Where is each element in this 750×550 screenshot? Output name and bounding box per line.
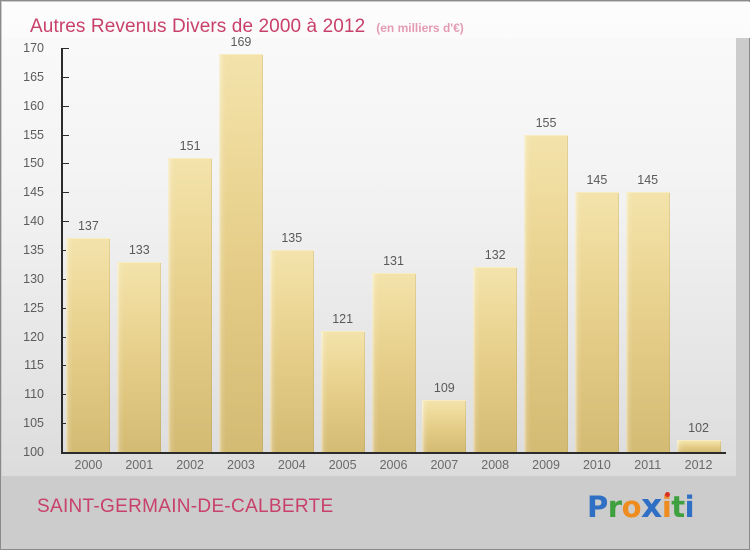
chart-header: Autres Revenus Divers de 2000 à 2012 (en… bbox=[2, 2, 750, 38]
bar-value-label: 145 bbox=[637, 173, 659, 188]
bar[interactable] bbox=[117, 261, 162, 452]
y-axis-label: 120 bbox=[23, 329, 44, 344]
bar-value-label: 133 bbox=[128, 242, 150, 257]
bar-value-label: 145 bbox=[586, 173, 608, 188]
y-axis-label: 140 bbox=[23, 214, 44, 229]
y-axis-tick bbox=[63, 134, 69, 136]
y-axis-tick bbox=[63, 250, 69, 251]
x-axis-label: 2004 bbox=[277, 458, 306, 472]
location-name: SAINT-GERMAIN-DE-CALBERTE bbox=[37, 496, 334, 517]
x-axis-label: 2008 bbox=[481, 458, 510, 472]
y-axis-tick bbox=[63, 307, 69, 309]
bar-value-label: 155 bbox=[535, 115, 557, 130]
x-axis-label: 2002 bbox=[176, 458, 205, 472]
x-axis-label: 2009 bbox=[532, 458, 560, 472]
y-axis-tick bbox=[63, 365, 69, 367]
x-axis-label: 2007 bbox=[430, 458, 459, 472]
x-axis-line bbox=[61, 452, 726, 454]
bar[interactable] bbox=[320, 330, 365, 452]
bar-value-label: 151 bbox=[179, 138, 201, 153]
y-axis-label: 125 bbox=[23, 300, 44, 315]
y-axis-label: 115 bbox=[24, 358, 44, 373]
bar-value-label: 121 bbox=[332, 311, 354, 326]
x-axis-label: 2000 bbox=[74, 458, 103, 472]
chart-subtitle: (en milliers d'€) bbox=[376, 21, 464, 35]
bar[interactable] bbox=[473, 267, 518, 452]
bar[interactable] bbox=[66, 238, 111, 452]
x-axis-label: 2006 bbox=[379, 458, 408, 472]
x-axis-label: 2010 bbox=[582, 458, 611, 472]
chart-footer: SAINT-GERMAIN-DE-CALBERTE Proxi ti bbox=[1, 477, 749, 549]
y-axis-tick bbox=[63, 76, 69, 78]
x-axis-label: 2011 bbox=[634, 458, 662, 472]
x-axis-label: 2003 bbox=[227, 458, 255, 472]
y-axis-label: 170 bbox=[23, 41, 44, 55]
bar-value-label: 132 bbox=[484, 248, 506, 263]
y-axis-label: 135 bbox=[23, 243, 44, 257]
bar[interactable] bbox=[676, 440, 721, 452]
y-axis-label: 150 bbox=[23, 156, 44, 171]
bar[interactable] bbox=[218, 53, 263, 452]
y-axis-label: 155 bbox=[23, 127, 44, 142]
logo-letter: i bbox=[684, 490, 695, 524]
y-axis-tick bbox=[63, 452, 69, 453]
bar-value-label: 109 bbox=[433, 381, 455, 396]
y-axis-label: 100 bbox=[23, 445, 44, 459]
x-axis-label: 2012 bbox=[684, 458, 713, 472]
bar[interactable] bbox=[625, 192, 670, 452]
bar-value-label: 102 bbox=[688, 421, 709, 436]
y-axis-label: 105 bbox=[23, 416, 44, 431]
y-axis-tick bbox=[63, 105, 69, 107]
bar[interactable] bbox=[422, 400, 467, 452]
bar[interactable] bbox=[371, 273, 416, 452]
logo-letter: x bbox=[641, 486, 662, 525]
bar-value-label: 169 bbox=[230, 34, 252, 49]
logo-letter: o bbox=[621, 490, 642, 524]
logo-letter: r bbox=[607, 490, 622, 524]
y-axis-label: 145 bbox=[23, 185, 44, 200]
proxiti-logo[interactable]: Proxi ti bbox=[587, 486, 695, 525]
y-axis-tick bbox=[63, 394, 69, 396]
y-axis-tick bbox=[63, 423, 69, 425]
bar[interactable] bbox=[269, 250, 314, 452]
bar-value-label: 135 bbox=[281, 231, 303, 245]
y-axis-tick bbox=[63, 192, 69, 194]
bar[interactable] bbox=[524, 134, 569, 452]
y-axis-label: 165 bbox=[23, 69, 44, 84]
x-axis-label: 2001 bbox=[125, 458, 154, 472]
y-axis-tick bbox=[63, 336, 69, 338]
logo-letter: i bbox=[661, 490, 672, 524]
y-axis-label: 110 bbox=[24, 387, 44, 402]
bar-value-label: 131 bbox=[383, 254, 404, 269]
bar[interactable] bbox=[574, 192, 619, 452]
logo-letter: t bbox=[671, 490, 685, 524]
y-axis-tick bbox=[63, 278, 69, 280]
y-axis-label: 130 bbox=[23, 271, 44, 286]
logo-letter: P bbox=[587, 490, 608, 524]
y-axis-line bbox=[61, 48, 63, 454]
y-axis-tick bbox=[63, 221, 69, 223]
logo-dot bbox=[664, 492, 670, 497]
y-axis-tick bbox=[63, 48, 69, 49]
y-axis-tick bbox=[63, 163, 69, 165]
y-axis-label: 160 bbox=[23, 98, 44, 113]
page-title: Autres Revenus Divers de 2000 à 2012 bbox=[30, 16, 366, 37]
bar[interactable] bbox=[168, 157, 213, 452]
x-axis-label: 2005 bbox=[328, 458, 357, 472]
plot-frame: Autres Revenus Divers de 2000 à 2012 (en… bbox=[2, 2, 750, 476]
bar-value-label: 137 bbox=[77, 219, 99, 234]
